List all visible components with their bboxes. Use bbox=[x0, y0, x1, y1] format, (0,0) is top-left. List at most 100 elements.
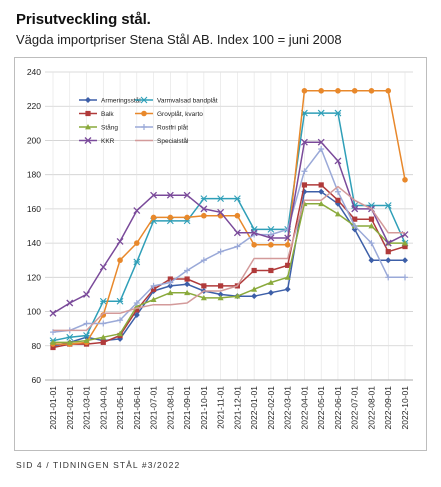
data-point-4 bbox=[217, 294, 224, 301]
data-point-3 bbox=[318, 88, 324, 94]
x-tick-label: 2021-06-01 bbox=[132, 386, 142, 430]
data-point-4 bbox=[200, 294, 207, 301]
x-tick-label: 2022-04-01 bbox=[299, 386, 309, 430]
data-point-3 bbox=[284, 242, 291, 248]
data-point-4 bbox=[117, 330, 124, 337]
legend-label: KKR bbox=[101, 138, 115, 145]
x-tick-label: 2021-04-01 bbox=[98, 386, 108, 430]
data-point-3 bbox=[402, 177, 408, 183]
data-point-5 bbox=[83, 320, 90, 327]
data-point-1 bbox=[267, 226, 275, 233]
data-point-1 bbox=[384, 202, 392, 209]
y-tick-label: 200 bbox=[27, 135, 41, 145]
data-point-6 bbox=[384, 239, 392, 247]
data-point-4 bbox=[184, 289, 191, 296]
data-point-5 bbox=[234, 243, 241, 250]
data-point-4 bbox=[251, 286, 258, 292]
x-tick-label: 2022-06-01 bbox=[333, 386, 343, 430]
data-point-6 bbox=[66, 299, 74, 307]
data-point-6 bbox=[233, 229, 241, 237]
data-point-4 bbox=[334, 211, 341, 217]
series-line-1 bbox=[52, 112, 406, 342]
data-point-3 bbox=[335, 88, 341, 94]
data-point-5 bbox=[385, 274, 392, 281]
data-point-4 bbox=[167, 289, 174, 296]
data-point-0 bbox=[385, 257, 392, 264]
x-tick-label: 2021-02-01 bbox=[65, 386, 75, 430]
data-point-6 bbox=[116, 237, 124, 245]
data-point-2 bbox=[134, 307, 140, 313]
data-point-0 bbox=[318, 188, 325, 195]
data-point-0 bbox=[284, 286, 291, 293]
data-point-6 bbox=[133, 207, 141, 215]
data-point-2 bbox=[352, 216, 358, 222]
data-point-6 bbox=[83, 290, 90, 298]
data-point-4 bbox=[284, 274, 291, 280]
data-point-1 bbox=[334, 109, 342, 117]
legend-label: Specialstål bbox=[157, 137, 189, 145]
data-point-4 bbox=[150, 296, 157, 302]
data-point-4 bbox=[66, 339, 73, 345]
data-point-3 bbox=[134, 240, 140, 246]
data-point-5 bbox=[100, 320, 107, 327]
x-tick-label: 2022-03-01 bbox=[283, 386, 293, 430]
legend-label: Grovplåt, kvarto bbox=[157, 110, 203, 118]
x-tick-label: 2022-05-01 bbox=[316, 386, 326, 430]
data-point-5 bbox=[301, 168, 308, 175]
x-tick-label: 2022-02-01 bbox=[266, 386, 276, 430]
data-point-3 bbox=[117, 257, 123, 264]
data-point-2 bbox=[268, 267, 274, 274]
data-point-2 bbox=[318, 182, 324, 188]
y-tick-label: 180 bbox=[27, 170, 41, 180]
page-title: Prisutveckling stål. bbox=[16, 11, 151, 28]
data-point-4 bbox=[100, 334, 107, 340]
data-point-1 bbox=[217, 195, 225, 203]
data-point-3 bbox=[301, 88, 308, 94]
x-tick-label: 2021-05-01 bbox=[115, 386, 125, 430]
data-point-2 bbox=[50, 344, 56, 351]
data-point-6 bbox=[267, 234, 275, 242]
data-point-4 bbox=[402, 240, 408, 246]
data-point-5 bbox=[334, 188, 341, 195]
data-point-2 bbox=[368, 216, 375, 222]
data-point-6 bbox=[150, 191, 158, 199]
data-point-2 bbox=[251, 267, 257, 274]
x-tick-label: 2022-07-01 bbox=[350, 386, 360, 430]
series-line-7 bbox=[53, 185, 405, 332]
data-point-6 bbox=[166, 191, 174, 199]
data-point-0 bbox=[184, 281, 191, 288]
y-tick-label: 80 bbox=[32, 341, 42, 351]
page-footer: SID 4 / TIDNINGEN STÅL #3/2022 bbox=[16, 460, 181, 470]
data-point-6 bbox=[49, 309, 57, 317]
data-point-0 bbox=[251, 293, 258, 300]
legend-marker bbox=[85, 124, 91, 130]
x-tick-label: 2022-01-01 bbox=[249, 386, 259, 430]
legend-label: Balk bbox=[101, 111, 114, 118]
data-point-2 bbox=[201, 283, 207, 289]
data-point-0 bbox=[267, 289, 274, 296]
line-chart: 60 80 100 120 140 160 180 200 220 240 2021-01-01 20… bbox=[27, 67, 413, 430]
x-tick-label: 2021-03-01 bbox=[82, 386, 92, 430]
data-point-6 bbox=[183, 191, 191, 199]
data-point-0 bbox=[402, 257, 408, 264]
legend-label: Stång bbox=[101, 123, 118, 131]
data-point-3 bbox=[368, 88, 375, 94]
data-point-2 bbox=[402, 243, 408, 250]
legend-marker bbox=[85, 97, 91, 103]
data-point-2 bbox=[167, 276, 173, 282]
x-tick-label: 2022-09-01 bbox=[383, 386, 393, 430]
series-line-6 bbox=[52, 141, 406, 314]
legend-marker bbox=[140, 96, 148, 104]
data-point-6 bbox=[317, 138, 325, 146]
data-point-5 bbox=[267, 231, 274, 238]
x-tick-label: 2022-10-01 bbox=[400, 386, 410, 430]
y-tick-label: 60 bbox=[32, 375, 42, 385]
series-line-3 bbox=[53, 90, 406, 345]
data-point-2 bbox=[150, 286, 157, 292]
data-point-6 bbox=[284, 234, 292, 242]
data-point-4 bbox=[267, 279, 274, 285]
data-point-1 bbox=[83, 332, 90, 339]
y-tick-label: 140 bbox=[27, 238, 41, 248]
data-point-2 bbox=[184, 276, 190, 282]
legend-marker bbox=[141, 110, 147, 117]
